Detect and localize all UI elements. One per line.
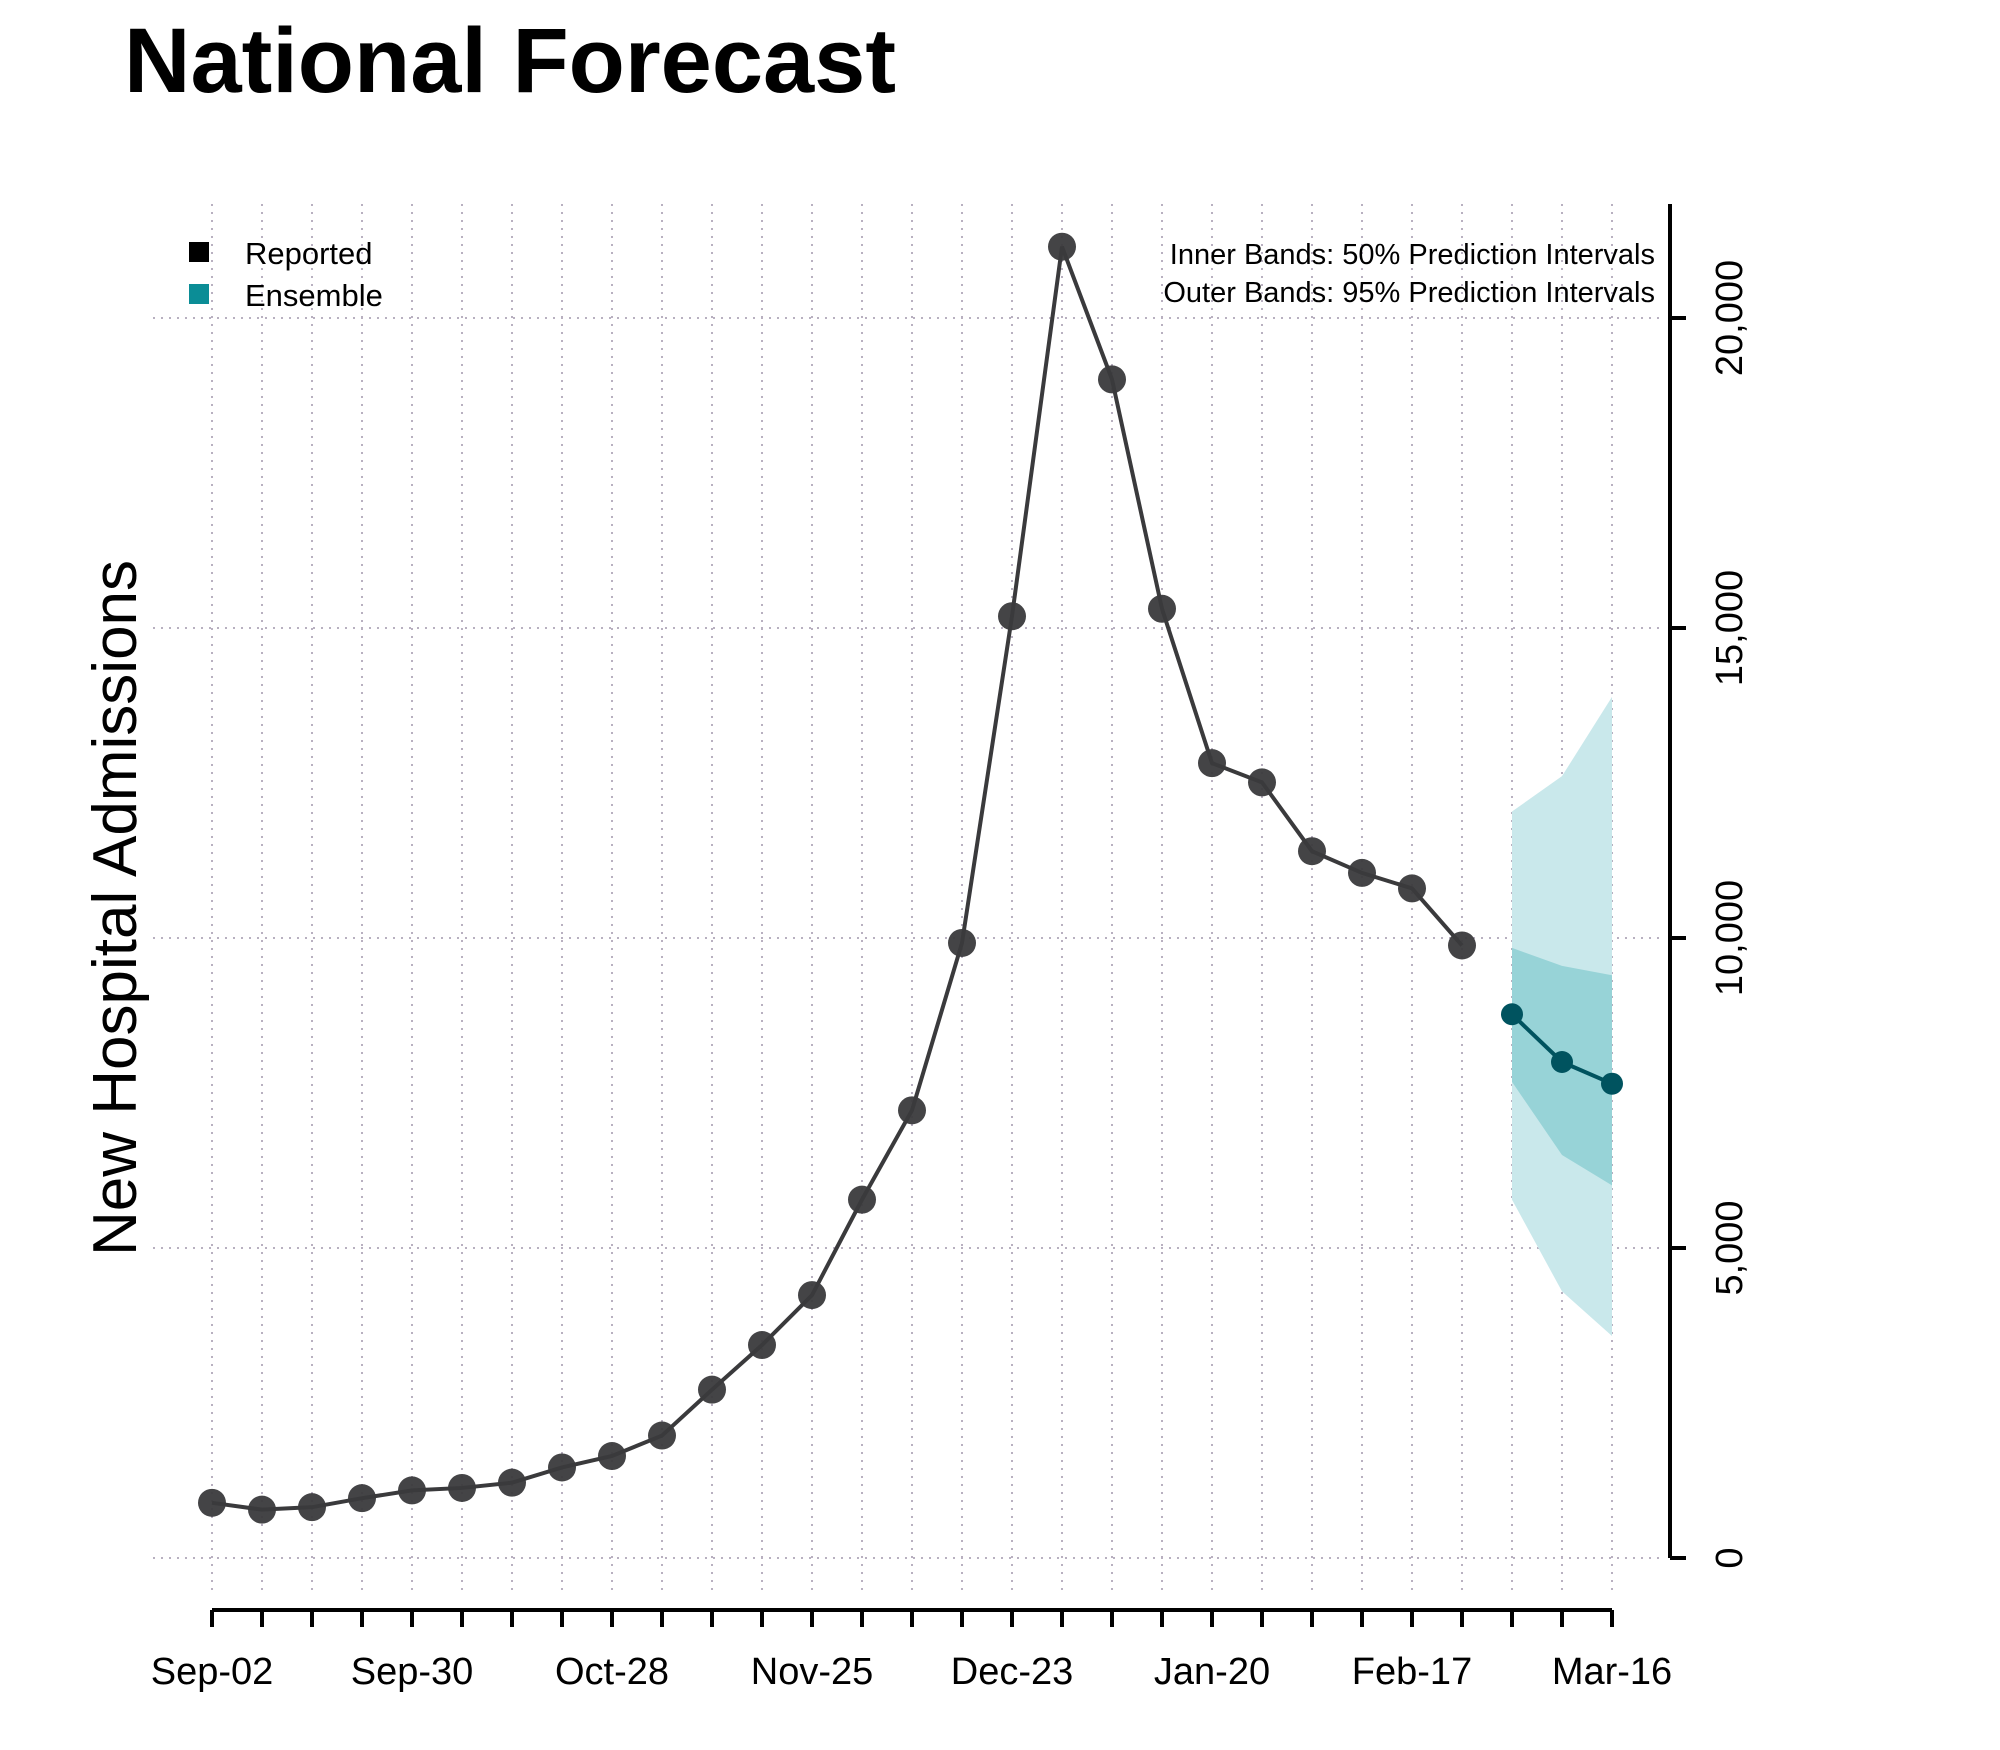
reported-point [698, 1375, 726, 1404]
reported-point [648, 1421, 676, 1450]
x-tick-label: Nov-25 [751, 1651, 874, 1693]
y-tick-label: 20,000 [1709, 260, 1751, 376]
reported-point [1398, 874, 1426, 903]
reported-point [1048, 232, 1076, 261]
x-tick-label: Feb-17 [1352, 1651, 1472, 1693]
x-tick-label: Sep-30 [351, 1651, 474, 1693]
ensemble-point [1551, 1051, 1573, 1073]
reported-point [1148, 594, 1176, 623]
reported-point [898, 1096, 926, 1125]
x-tick-label: Oct-28 [555, 1651, 669, 1693]
annotation-inner-bands: Inner Bands: 50% Prediction Intervals [1170, 239, 1655, 271]
reported-point [298, 1493, 326, 1522]
reported-point [398, 1476, 426, 1505]
ensemble-point [1601, 1072, 1623, 1095]
reported-point [1348, 858, 1376, 887]
reported-point [998, 602, 1026, 631]
ensemble-point [1501, 1003, 1523, 1026]
reported-point [1298, 837, 1326, 866]
reported-point [848, 1185, 876, 1214]
reported-point [348, 1484, 376, 1513]
axes: Sep-02 Sep-30 Oct-28 Nov-25 Dec-23 Jan-20 Feb-… [151, 204, 1751, 1693]
y-tick-label: 0 [1709, 1547, 1751, 1568]
reported-point [198, 1488, 226, 1517]
legend-swatch-reported [189, 242, 209, 262]
reported-point [448, 1473, 476, 1502]
reported-point [1098, 365, 1126, 394]
series-lines [198, 232, 1623, 1524]
reported-point [548, 1453, 576, 1482]
reported-point [748, 1331, 776, 1360]
x-tick-label: Mar-16 [1552, 1651, 1672, 1693]
reported-point [798, 1281, 826, 1310]
reported-point [248, 1495, 276, 1524]
reported-point [498, 1468, 526, 1497]
y-tick-label: 10,000 [1709, 880, 1751, 996]
prediction-bands [1512, 696, 1612, 1337]
reported-point [1248, 768, 1276, 797]
x-tick-label: Jan-20 [1154, 1651, 1270, 1693]
x-tick-label: Dec-23 [951, 1651, 1074, 1693]
legend-label-reported: Reported [245, 236, 373, 271]
grid [153, 204, 1659, 1592]
annotation-outer-bands: Outer Bands: 95% Prediction Intervals [1163, 277, 1655, 309]
chart-title: National Forecast [124, 10, 896, 112]
reported-line [211, 245, 1464, 1512]
x-tick-label: Sep-02 [151, 1651, 274, 1693]
reported-point [1198, 749, 1226, 778]
reported-point [1448, 931, 1476, 960]
legend-label-ensemble: Ensemble [245, 278, 383, 313]
reported-point [948, 928, 976, 957]
reported-point [598, 1442, 626, 1471]
y-tick-label: 5,000 [1709, 1200, 1751, 1295]
y-tick-label: 15,000 [1709, 570, 1751, 686]
y-axis-label: New Hospital Admissions [81, 560, 150, 1256]
legend-swatch-ensemble [189, 284, 209, 304]
legend: Reported Ensemble [189, 236, 383, 313]
